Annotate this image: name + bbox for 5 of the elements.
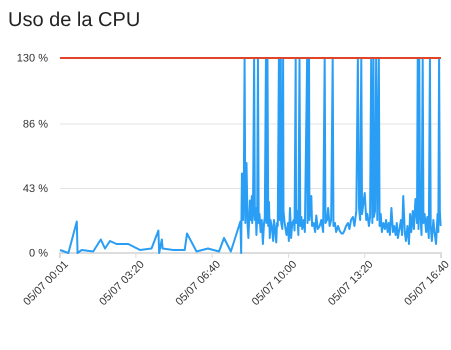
y-tick-label: 0 % (29, 248, 48, 260)
y-tick-label: 130 % (16, 52, 48, 65)
y-tick-label: 43 % (22, 183, 48, 196)
y-tick-label: 86 % (22, 118, 48, 131)
chart-title: Uso de la CPU (8, 9, 140, 31)
